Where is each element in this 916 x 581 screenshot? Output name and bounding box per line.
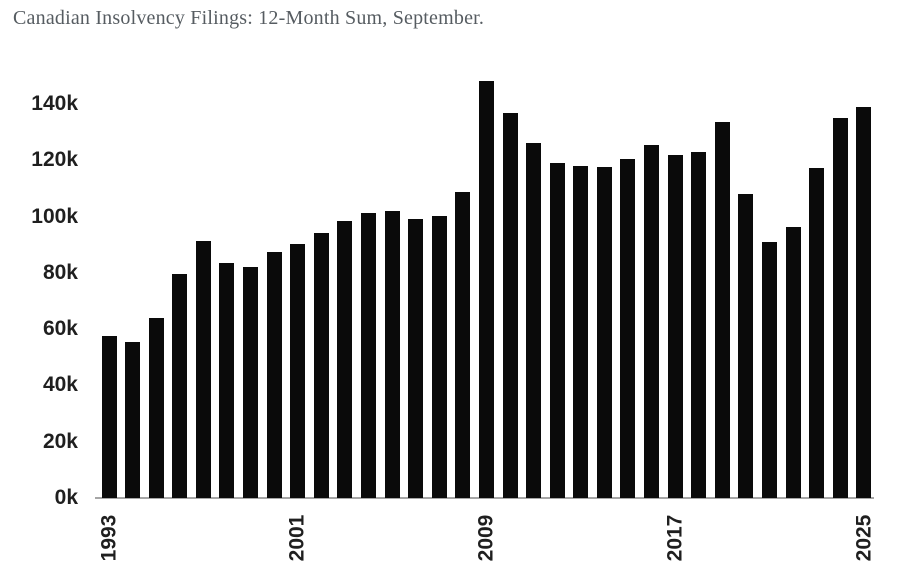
y-axis-tick-label-20k: 20k [42, 429, 78, 453]
bar-2012 [549, 162, 565, 498]
bar-2002 [313, 233, 329, 498]
bar-2007 [431, 215, 447, 498]
bar-1997 [195, 240, 211, 498]
bar-2005 [384, 211, 400, 498]
x-axis-tick-label-2009: 2009 [474, 514, 498, 562]
bar-1999 [243, 267, 259, 498]
y-axis-tick-label-140k: 140k [31, 92, 78, 115]
bar-2020 [738, 194, 754, 498]
x-axis-tick-label-1993: 1993 [97, 514, 120, 562]
x-axis-tick-label-2001: 2001 [285, 514, 309, 562]
bar-1995 [148, 318, 164, 498]
chart-title: Canadian Insolvency Filings: 12-Month Su… [13, 7, 485, 29]
bar-2021 [762, 241, 778, 498]
x-axis-tick-label-2025: 2025 [851, 514, 875, 562]
bar-2003 [337, 221, 353, 498]
bar-2008 [455, 192, 471, 498]
bar-2022 [785, 226, 801, 498]
bar-2004 [360, 212, 376, 498]
bar-2011 [526, 142, 542, 498]
bar-2000 [266, 252, 282, 498]
bar-1996 [172, 274, 188, 498]
bar-1994 [125, 341, 141, 498]
bar-2006 [408, 218, 424, 498]
bar-2023 [809, 168, 825, 498]
bar-2017 [667, 154, 683, 498]
y-axis-tick-label-0k: 0k [54, 486, 78, 509]
bar-2013 [573, 165, 589, 498]
bar-2001 [290, 244, 306, 498]
y-axis-tick-label-60k: 60k [42, 317, 78, 341]
bar-2024 [832, 117, 848, 498]
y-axis-tick-label-80k: 80k [42, 260, 78, 284]
bar-1998 [219, 262, 235, 498]
y-axis-tick-label-100k: 100k [31, 204, 78, 228]
x-axis-line [95, 497, 874, 499]
bar-1993 [101, 335, 117, 498]
y-axis-tick-label-40k: 40k [42, 373, 78, 397]
bar-2010 [502, 112, 518, 498]
bar-2014 [596, 167, 612, 498]
bar-2016 [644, 145, 660, 498]
bar-2025 [856, 106, 872, 498]
bar-2018 [691, 151, 707, 498]
bar-2009 [478, 81, 494, 498]
y-axis-tick-label-120k: 120k [31, 148, 78, 172]
x-axis-tick-label-2017: 2017 [663, 514, 687, 562]
bar-2015 [620, 158, 636, 498]
bar-2019 [714, 121, 730, 498]
